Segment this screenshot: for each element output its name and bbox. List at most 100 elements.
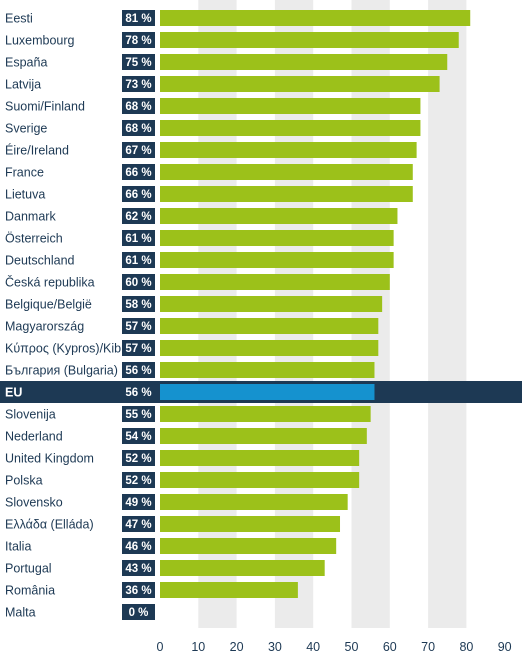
value-label: 75 % [125,57,151,69]
value-label-box [122,98,155,114]
bar [160,362,375,378]
bar-row-ceska-republika: Česká republika 60 % [5,274,390,290]
value-label-box [122,516,155,532]
value-label: 73 % [125,79,151,91]
value-label: 0 % [129,607,149,619]
category-label: EU [5,386,22,400]
value-label: 61 % [125,255,151,267]
bar-row-sverige: Sverige 68 % [5,120,421,136]
bar [160,98,421,114]
bar [160,472,360,488]
category-label: Eesti [5,12,33,26]
category-label: Magyarország [5,320,84,334]
bar [160,186,413,202]
bar [160,384,375,400]
category-label: Portugal [5,562,52,576]
category-label: România [5,584,55,598]
category-label: Österreich [5,232,63,246]
value-label-box [122,76,155,92]
bar [160,560,325,576]
value-label-box [122,252,155,268]
value-label: 36 % [125,585,151,597]
bar [160,296,383,312]
category-label: France [5,166,44,180]
bar-row-eire-ireland: Éire/Ireland 67 % [5,142,417,158]
value-label: 54 % [125,431,151,443]
bar [160,494,348,510]
bar-row-lietuva: Lietuva 66 % [5,186,413,202]
x-tick-label: 80 [459,640,473,654]
value-label-box [122,54,155,70]
bar [160,76,440,92]
value-label: 55 % [125,409,151,421]
bar-row-deutschland: Deutschland 61 % [5,252,394,268]
value-label-box [122,582,155,598]
bar-row-luxembourg: Luxembourg 78 % [5,32,459,48]
value-label-box [122,494,155,510]
bar [160,516,341,532]
bar-row-slovensko: Slovensko 49 % [5,494,348,510]
bar-row-france: France 66 % [5,164,413,180]
category-label: Κύπρος (Kypros)/Kibris [5,342,134,356]
value-label-box [122,472,155,488]
value-label: 66 % [125,189,151,201]
value-label: 67 % [125,145,151,157]
value-label: 56 % [125,365,151,377]
value-label: 52 % [125,453,151,465]
bar [160,120,421,136]
bar [160,450,360,466]
category-label: Éire/Ireland [5,143,69,158]
bar [160,208,398,224]
bar [160,10,471,26]
bar-row-latvija: Latvija 73 % [5,76,440,92]
value-label: 81 % [125,13,151,25]
x-axis-ticks: 0 10 20 30 40 50 60 70 80 90 [157,640,512,654]
category-label: United Kingdom [5,452,94,466]
value-label-box [122,186,155,202]
value-label-box [122,10,155,26]
x-tick-label: 70 [421,640,435,654]
bar-row-malta: Malta 0 % [5,604,155,620]
grid-bands [198,0,467,628]
grid-band [428,0,467,628]
value-label: 57 % [125,343,151,355]
value-label-box [122,604,155,620]
bar [160,32,459,48]
value-label-box [122,362,155,378]
bar-row-espana: España 75 % [5,54,448,70]
value-label: 57 % [125,321,151,333]
category-label: Latvija [5,78,41,92]
value-label-box [122,340,155,356]
bar-row-danmark: Danmark 62 % [5,208,398,224]
category-label: Belgique/België [5,298,92,312]
bar-row-ellada: Ελλάδα (Elláda) 47 % [5,516,341,532]
category-label: Ελλάδα (Elláda) [5,518,94,532]
value-label: 78 % [125,35,151,47]
bar-row-polska: Polska 52 % [5,472,360,488]
value-label-box [122,450,155,466]
bar [160,406,371,422]
bar-row-united-kingdom: United Kingdom 52 % [5,450,360,466]
category-label: Sverige [5,122,47,136]
value-label: 62 % [125,211,151,223]
bar [160,538,337,554]
value-label: 43 % [125,563,151,575]
chart-rows: Eesti 81 % Luxembourg 78 % España 75 % Latvija… [0,10,522,620]
bar [160,230,394,246]
value-label-box [122,142,155,158]
bar [160,274,390,290]
value-label-box [122,406,155,422]
bar [160,428,367,444]
category-label: България (Bulgaria) [5,364,118,378]
bar-row-italia: Italia 46 % [5,538,337,554]
value-label-box [122,384,155,400]
value-label-box [122,32,155,48]
category-label: Slovensko [5,496,63,510]
value-label-box [122,164,155,180]
value-label-box [122,296,155,312]
value-label: 58 % [125,299,151,311]
bar-row-suomi-finland: Suomi/Finland 68 % [5,98,421,114]
bar-row-nederland: Nederland 54 % [5,428,367,444]
grid-band [198,0,237,628]
